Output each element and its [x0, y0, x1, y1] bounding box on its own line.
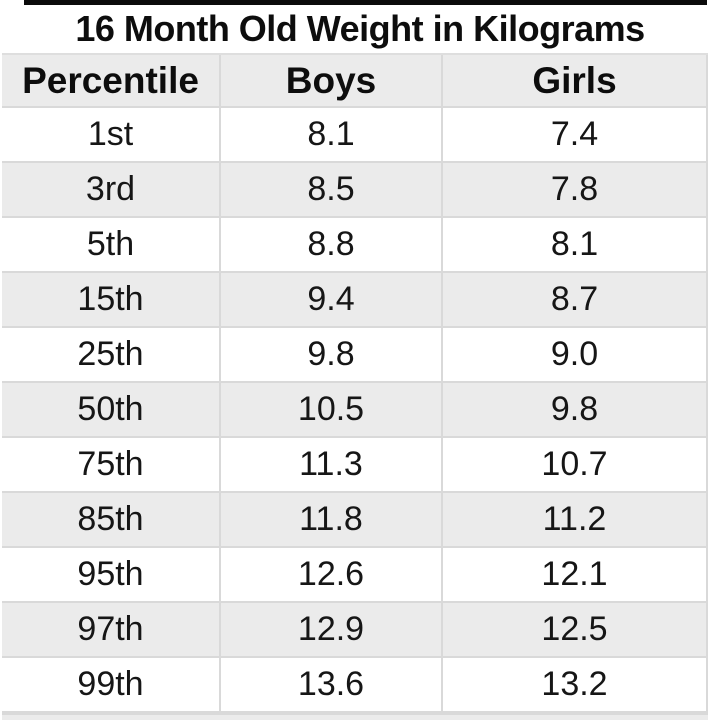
percentile-cell: 25th — [2, 328, 221, 381]
table-row: 95th 12.6 12.1 — [2, 548, 708, 603]
table-row: 97th 12.9 12.5 — [2, 603, 708, 658]
girls-cell: 10.7 — [443, 438, 708, 491]
column-header-boys: Boys — [221, 55, 443, 106]
table-row: 50th 10.5 9.8 — [2, 383, 708, 438]
percentile-cell: 97th — [2, 603, 221, 656]
table-row: 85th 11.8 11.2 — [2, 493, 708, 548]
percentile-cell: 75th — [2, 438, 221, 491]
percentile-cell: 5th — [2, 218, 221, 271]
boys-cell: 11.3 — [221, 438, 443, 491]
percentile-cell: 1st — [2, 108, 221, 161]
cropped-next-row-strip — [2, 713, 708, 720]
table-row: 25th 9.8 9.0 — [2, 328, 708, 383]
boys-cell: 12.9 — [221, 603, 443, 656]
boys-cell: 13.6 — [221, 658, 443, 711]
percentile-cell: 99th — [2, 658, 221, 711]
column-header-girls: Girls — [443, 55, 708, 106]
boys-cell: 8.1 — [221, 108, 443, 161]
table-row: 75th 11.3 10.7 — [2, 438, 708, 493]
table-row: 5th 8.8 8.1 — [2, 218, 708, 273]
boys-cell: 11.8 — [221, 493, 443, 546]
girls-cell: 7.4 — [443, 108, 708, 161]
percentile-cell: 50th — [2, 383, 221, 436]
girls-cell: 13.2 — [443, 658, 708, 711]
weight-table: Percentile Boys Girls 1st 8.1 7.4 3rd 8.… — [2, 53, 708, 713]
percentile-cell: 85th — [2, 493, 221, 546]
page-title: 16 Month Old Weight in Kilograms — [75, 8, 645, 49]
girls-cell: 11.2 — [443, 493, 708, 546]
table-row: 99th 13.6 13.2 — [2, 658, 708, 713]
girls-cell: 8.1 — [443, 218, 708, 271]
boys-cell: 12.6 — [221, 548, 443, 601]
girls-cell: 12.5 — [443, 603, 708, 656]
table-row: 1st 8.1 7.4 — [2, 108, 708, 163]
percentile-cell: 95th — [2, 548, 221, 601]
girls-cell: 8.7 — [443, 273, 708, 326]
boys-cell: 8.8 — [221, 218, 443, 271]
boys-cell: 8.5 — [221, 163, 443, 216]
boys-cell: 10.5 — [221, 383, 443, 436]
table-header-row: Percentile Boys Girls — [2, 53, 708, 108]
girls-cell: 7.8 — [443, 163, 708, 216]
percentile-cell: 15th — [2, 273, 221, 326]
table-top-border — [24, 0, 707, 5]
column-header-percentile: Percentile — [2, 55, 221, 106]
girls-cell: 12.1 — [443, 548, 708, 601]
boys-cell: 9.4 — [221, 273, 443, 326]
girls-cell: 9.8 — [443, 383, 708, 436]
girls-cell: 9.0 — [443, 328, 708, 381]
table-row: 3rd 8.5 7.8 — [2, 163, 708, 218]
boys-cell: 9.8 — [221, 328, 443, 381]
percentile-cell: 3rd — [2, 163, 221, 216]
table-row: 15th 9.4 8.7 — [2, 273, 708, 328]
